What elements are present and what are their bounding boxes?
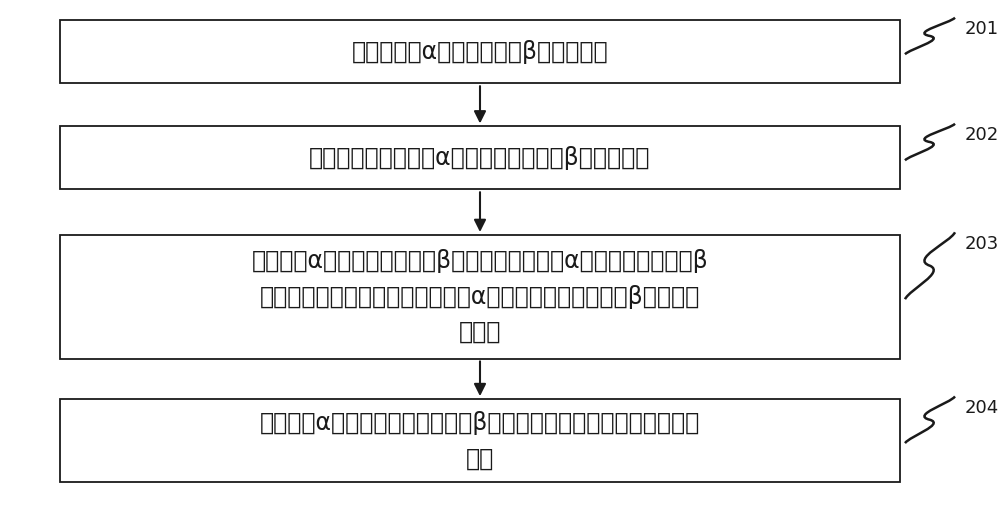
Text: 204: 204: [965, 399, 999, 417]
Text: 确定所述电机的所述α轴下的电压和所述β轴下的电压: 确定所述电机的所述α轴下的电压和所述β轴下的电压: [309, 146, 651, 170]
Text: 201: 201: [965, 20, 999, 38]
Text: 202: 202: [965, 126, 999, 144]
FancyBboxPatch shape: [60, 20, 900, 83]
FancyBboxPatch shape: [60, 126, 900, 189]
Text: 根据所述α轴下的反电动势和所述β轴下的反电动势，估算所述电机的
转速: 根据所述α轴下的反电动势和所述β轴下的反电动势，估算所述电机的 转速: [260, 411, 700, 470]
FancyBboxPatch shape: [60, 235, 900, 359]
Text: 203: 203: [965, 235, 999, 253]
FancyBboxPatch shape: [60, 399, 900, 482]
Text: 确定电机的α轴下的电流和β轴下的电流: 确定电机的α轴下的电流和β轴下的电流: [352, 40, 608, 64]
Text: 根据所述α轴下的电流、所述β轴下的电流、所述α轴下的电压和所述β
轴下的电压，确定所述电机的所述α轴下的反电动势和所述β轴下的反
电动势: 根据所述α轴下的电流、所述β轴下的电流、所述α轴下的电压和所述β 轴下的电压，确…: [252, 249, 708, 344]
